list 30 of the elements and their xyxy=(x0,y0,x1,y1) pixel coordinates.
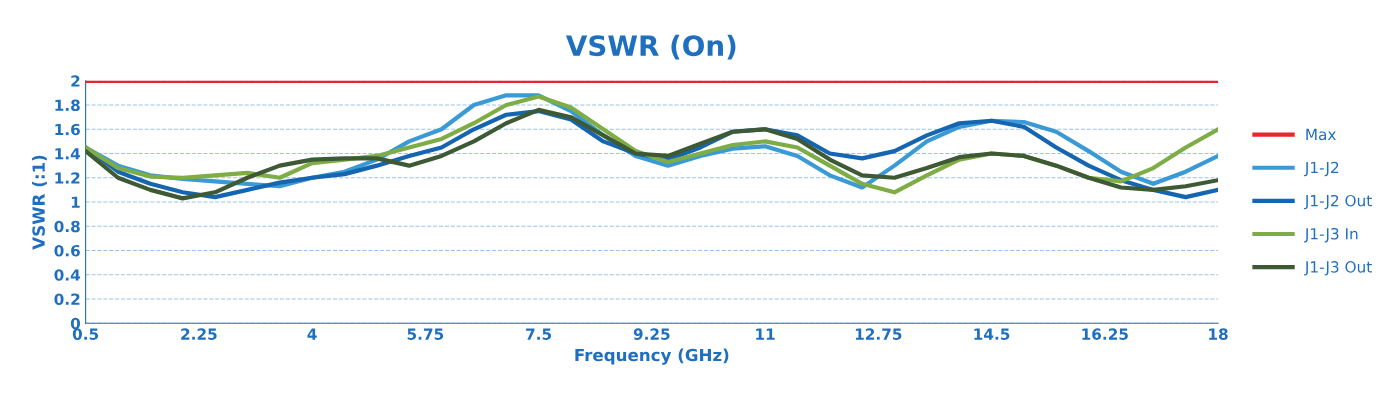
y-tick-label: 0 xyxy=(70,317,81,330)
legend-label: J1-J3 In xyxy=(1304,228,1358,243)
y-tick-label: 1.6 xyxy=(55,123,80,136)
x-tick-label: 5.75 xyxy=(407,328,444,340)
y-tick-label: 1 xyxy=(71,196,80,208)
y-tick-label: 0.6 xyxy=(54,244,80,257)
legend-label: J1-J3 Out xyxy=(1304,261,1372,276)
y-tick-label: 0.8 xyxy=(54,220,80,233)
y-tick-label: 0.2 xyxy=(54,293,80,305)
legend-label: Max xyxy=(1306,128,1336,141)
x-tick-label: 11 xyxy=(756,328,775,340)
legend-label: J1-J2 Out xyxy=(1304,194,1372,210)
x-tick-label: 16.25 xyxy=(1082,328,1128,340)
y-tick-label: 1.4 xyxy=(55,148,81,160)
y-tick-label: 1.8 xyxy=(55,99,80,112)
y-tick-label: 1.2 xyxy=(55,172,80,184)
x-tick-label: 7.5 xyxy=(526,328,552,340)
x-axis-title: Frequency (GHz) xyxy=(575,348,729,365)
chart-title: VSWR (On) xyxy=(565,34,736,60)
x-tick-label: 9.25 xyxy=(633,328,670,340)
x-tick-label: 18 xyxy=(1209,328,1228,340)
x-tick-label: 12.75 xyxy=(855,328,902,340)
x-tick-label: 0.5 xyxy=(72,328,99,340)
y-tick-label: 2 xyxy=(71,75,80,87)
legend-label: J1-J2 xyxy=(1304,161,1339,177)
x-tick-label: 4 xyxy=(307,328,317,340)
x-tick-label: 14.5 xyxy=(974,328,1010,340)
y-axis-title: VSWR (:1) xyxy=(32,155,47,250)
y-tick-label: 0.4 xyxy=(54,269,81,281)
x-tick-label: 2.25 xyxy=(181,328,217,340)
